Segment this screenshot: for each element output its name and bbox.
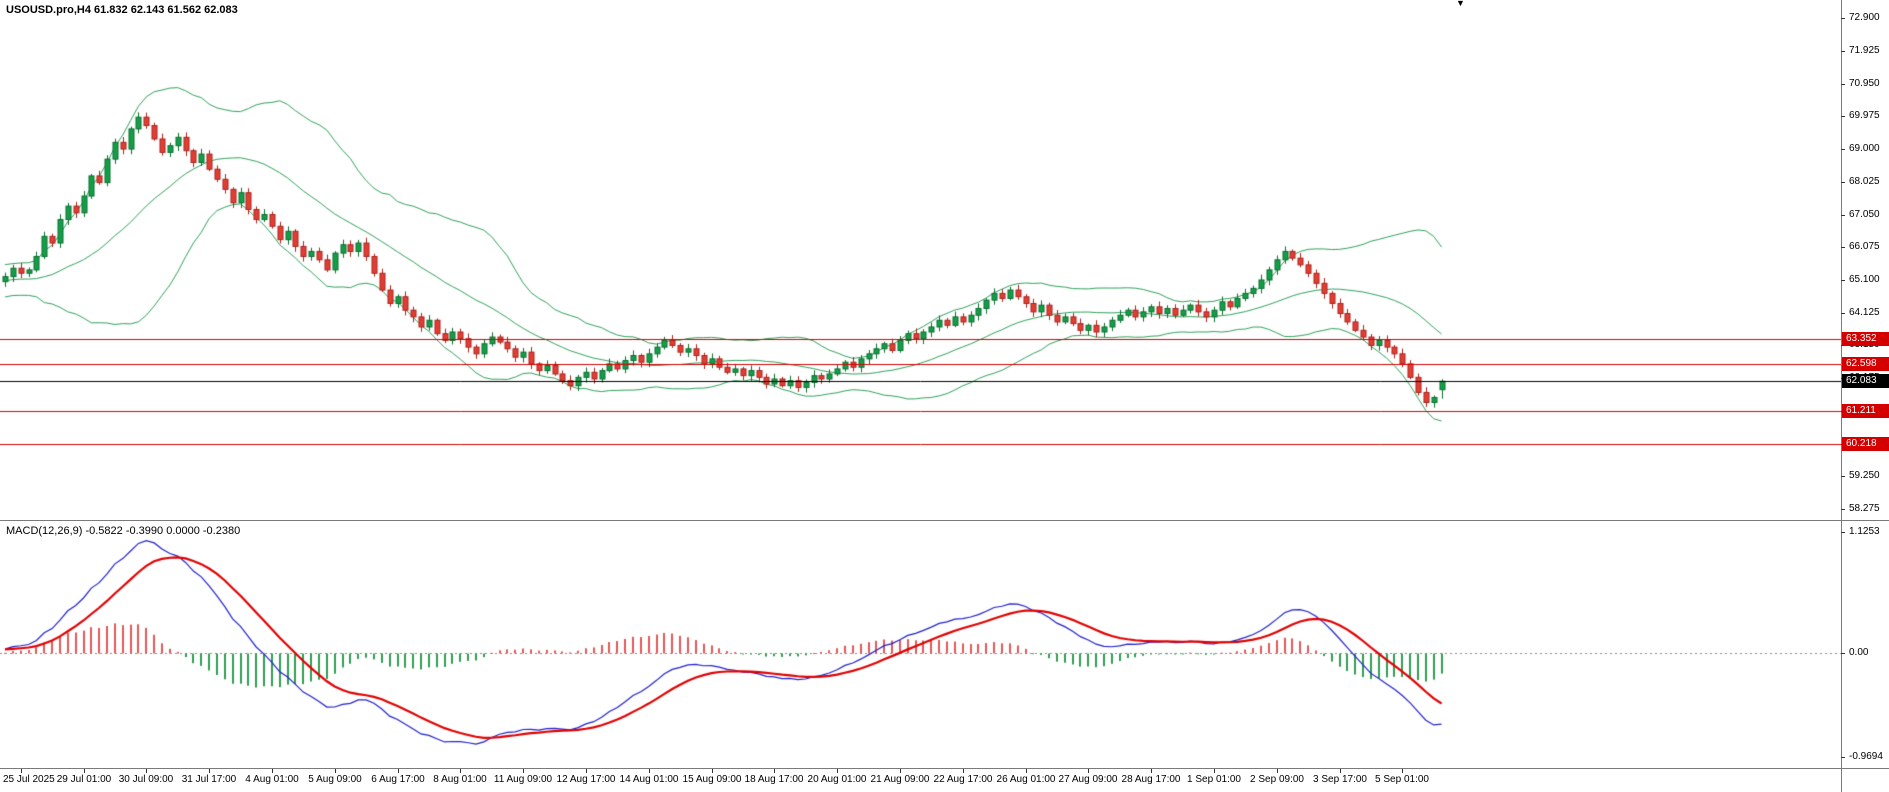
chart-shift-marker-icon[interactable]: ▼: [1456, 0, 1465, 8]
symbol-ohlc-label: USOUSD.pro,H4 61.832 62.143 61.562 62.08…: [6, 4, 238, 16]
time-axis-label: 21 Aug 09:00: [870, 774, 930, 785]
time-axis-label: 18 Aug 17:00: [744, 774, 804, 785]
price-axis-tick: [1841, 280, 1845, 281]
time-axis-label: 1 Sep 01:00: [1187, 774, 1241, 785]
time-axis-label: 5 Aug 09:00: [308, 774, 362, 785]
time-axis-label: 26 Aug 01:00: [996, 774, 1056, 785]
time-axis-label: 6 Aug 17:00: [371, 774, 425, 785]
price-chart-canvas[interactable]: [0, 0, 1841, 520]
time-axis-label: 4 Aug 01:00: [245, 774, 299, 785]
time-axis-label: 15 Aug 09:00: [682, 774, 742, 785]
macd-axis-tick: [1841, 532, 1845, 533]
time-axis-tick: [209, 769, 210, 773]
time-axis-tick: [1088, 769, 1089, 773]
price-axis-tick: [1841, 51, 1845, 52]
macd-axis-tick: [1841, 653, 1845, 654]
price-axis-label: 64.125: [1849, 307, 1880, 318]
time-axis-separator: [0, 768, 1889, 769]
price-axis-tick: [1841, 509, 1845, 510]
hline-price-marker: 60.218: [1842, 437, 1889, 451]
time-axis-label: 5 Sep 01:00: [1375, 774, 1429, 785]
time-axis-tick: [774, 769, 775, 773]
time-axis-label: 12 Aug 17:00: [556, 774, 616, 785]
time-axis-tick: [335, 769, 336, 773]
hline-price-marker: 62.598: [1842, 357, 1889, 371]
time-axis-label: 22 Aug 17:00: [933, 774, 993, 785]
time-axis-tick: [523, 769, 524, 773]
price-axis-tick: [1841, 247, 1845, 248]
price-axis-tick: [1841, 182, 1845, 183]
hline-price-marker: 61.211: [1842, 404, 1889, 418]
price-axis-separator: [1841, 0, 1842, 792]
macd-axis-label: -0.9694: [1849, 751, 1883, 762]
macd-indicator-canvas[interactable]: [0, 522, 1841, 768]
price-axis-label: 70.950: [1849, 78, 1880, 89]
time-axis-label: 25 Jul 2025: [3, 774, 55, 785]
time-axis-tick: [649, 769, 650, 773]
price-axis-tick: [1841, 215, 1845, 216]
time-axis-tick: [1151, 769, 1152, 773]
time-axis-tick: [1214, 769, 1215, 773]
price-axis-tick: [1841, 476, 1845, 477]
price-axis-tick: [1841, 84, 1845, 85]
time-axis-tick: [84, 769, 85, 773]
price-axis-tick: [1841, 149, 1845, 150]
time-axis-tick: [1340, 769, 1341, 773]
time-axis-tick: [272, 769, 273, 773]
time-axis-label: 14 Aug 01:00: [619, 774, 679, 785]
hline-price-marker: 63.352: [1842, 332, 1889, 346]
price-axis-label: 66.075: [1849, 241, 1880, 252]
time-axis-tick: [460, 769, 461, 773]
price-axis-label: 67.050: [1849, 209, 1880, 220]
price-axis-label: 65.100: [1849, 274, 1880, 285]
price-axis-label: 68.025: [1849, 176, 1880, 187]
macd-axis-tick: [1841, 757, 1845, 758]
time-axis-tick: [146, 769, 147, 773]
current-price-marker: 62.083: [1842, 374, 1889, 388]
price-axis-label: 71.925: [1849, 45, 1880, 56]
price-axis-tick: [1841, 313, 1845, 314]
time-axis-tick: [712, 769, 713, 773]
time-axis-tick: [1402, 769, 1403, 773]
time-axis-tick: [900, 769, 901, 773]
macd-indicator-label: MACD(12,26,9) -0.5822 -0.3990 0.0000 -0.…: [6, 525, 241, 537]
time-axis-label: 29 Jul 01:00: [56, 774, 112, 785]
price-axis-tick: [1841, 116, 1845, 117]
price-axis-label: 59.250: [1849, 470, 1880, 481]
time-axis-tick: [837, 769, 838, 773]
time-axis[interactable]: 25 Jul 2025 29 Jul 01:00 30 Jul 09:00 31 Ju…: [0, 769, 1889, 792]
time-axis-label: 30 Jul 09:00: [118, 774, 174, 785]
price-axis-label: 69.975: [1849, 110, 1880, 121]
price-axis-tick: [1841, 18, 1845, 19]
time-axis-tick: [1277, 769, 1278, 773]
time-axis-label: 20 Aug 01:00: [807, 774, 867, 785]
time-axis-tick: [398, 769, 399, 773]
time-axis-label: 8 Aug 01:00: [433, 774, 487, 785]
time-axis-label: 27 Aug 09:00: [1058, 774, 1118, 785]
time-axis-tick: [1026, 769, 1027, 773]
price-axis-label: 69.000: [1849, 143, 1880, 154]
time-axis-tick: [963, 769, 964, 773]
macd-axis-label: 0.00: [1849, 647, 1869, 658]
time-axis-tick: [21, 769, 22, 773]
panel-splitter[interactable]: [0, 520, 1889, 521]
time-axis-label: 11 Aug 09:00: [493, 774, 553, 785]
price-axis-label: 72.900: [1849, 12, 1880, 23]
macd-axis[interactable]: 1.1253 0.00 -0.9694: [1841, 522, 1889, 768]
time-axis-label: 2 Sep 09:00: [1250, 774, 1304, 785]
price-axis[interactable]: 72.900 71.925 70.950 69.975 69.000 68.025 67.0…: [1841, 0, 1889, 520]
macd-axis-label: 1.1253: [1849, 526, 1880, 537]
time-axis-label: 3 Sep 17:00: [1313, 774, 1367, 785]
time-axis-label: 28 Aug 17:00: [1121, 774, 1181, 785]
price-axis-label: 58.275: [1849, 503, 1880, 514]
time-axis-tick: [586, 769, 587, 773]
time-axis-label: 31 Jul 17:00: [181, 774, 237, 785]
